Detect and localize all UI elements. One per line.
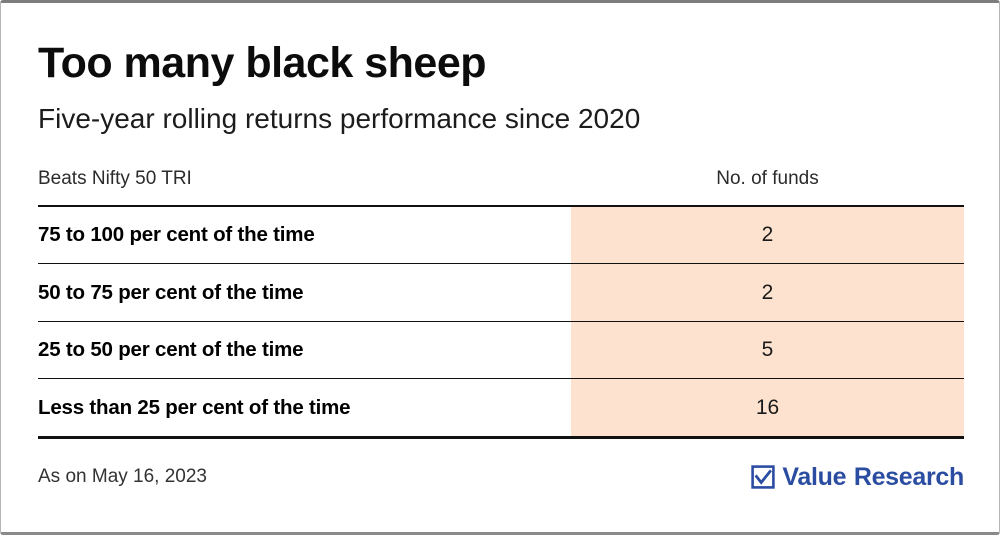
value-research-logo: Value Research: [751, 463, 964, 492]
column-header-no-of-funds: No. of funds: [716, 167, 819, 189]
row-value: 2: [571, 206, 964, 264]
row-label: 50 to 75 per cent of the time: [38, 280, 304, 304]
page-title: Too many black sheep: [38, 39, 487, 87]
brand-name: Value Research: [782, 462, 964, 491]
table-header-row: Beats Nifty 50 TRI No. of funds: [38, 168, 964, 207]
row-value: 2: [571, 264, 964, 321]
row-label: 25 to 50 per cent of the time: [38, 338, 304, 361]
row-label: Less than 25 per cent of the time: [38, 395, 351, 419]
card-footer: As on May 16, 2023 Value Research: [38, 463, 964, 492]
row-value: 16: [571, 379, 964, 436]
table-row: 75 to 100 per cent of the time 2: [38, 206, 964, 265]
table-row: 25 to 50 per cent of the time 5: [38, 321, 964, 380]
column-header-beats-nifty: Beats Nifty 50 TRI: [38, 167, 192, 189]
table-row: 50 to 75 per cent of the time 2: [38, 264, 964, 322]
table-row: Less than 25 per cent of the time 16: [38, 379, 964, 439]
as-on-date: As on May 16, 2023: [38, 466, 207, 488]
checkbox-check-icon: [751, 465, 776, 489]
row-value: 5: [571, 321, 964, 379]
page-subtitle: Five-year rolling returns performance si…: [38, 103, 641, 135]
row-label: 75 to 100 per cent of the time: [38, 223, 315, 246]
rolling-returns-table: Beats Nifty 50 TRI No. of funds 75 to 10…: [38, 168, 964, 439]
